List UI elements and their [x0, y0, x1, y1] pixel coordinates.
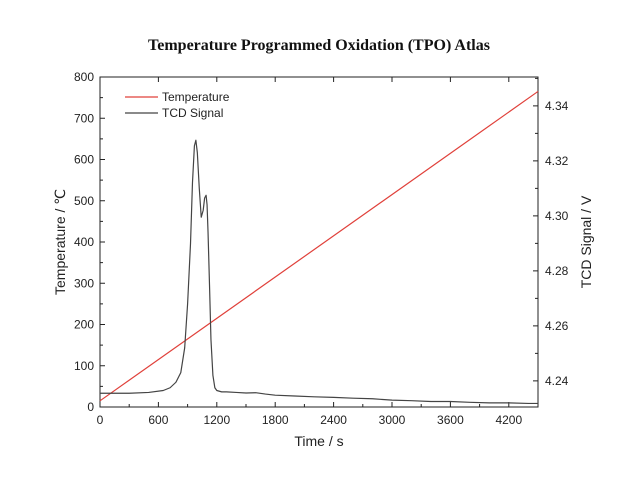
x-tick-label: 1800: [262, 413, 289, 427]
y-right-tick-label: 4.30: [545, 209, 569, 223]
series-line-temperature: [99, 90, 539, 402]
y-left-tick-label: 100: [74, 359, 94, 373]
y-right-axis-label: TCD Signal / V: [578, 195, 594, 288]
y-right-axis-ticks: 4.24 4.26 4.28 4.30 4.32 4.34: [533, 77, 569, 388]
y-right-tick-label: 4.34: [545, 99, 569, 113]
y-left-tick-label: 400: [74, 235, 94, 249]
series-layer: [99, 90, 539, 405]
y-left-axis-label: Temperature / ℃: [52, 189, 68, 295]
y-left-tick-label: 700: [74, 111, 94, 125]
x-axis-label: Time / s: [294, 433, 343, 449]
chart-title: Temperature Programmed Oxidation (TPO) A…: [148, 37, 490, 54]
x-tick-label: 2400: [320, 413, 347, 427]
y-left-tick-label: 800: [74, 70, 94, 84]
x-tick-label: 4200: [495, 413, 522, 427]
y-right-tick-label: 4.24: [545, 374, 569, 388]
y-right-tick-label: 4.26: [545, 319, 569, 333]
y-left-tick-label: 600: [74, 153, 94, 167]
x-tick-label: 600: [148, 413, 168, 427]
plot-frame: [99, 76, 539, 408]
plot-area: [99, 76, 539, 408]
x-tick-label: 0: [97, 413, 104, 427]
legend: Temperature TCD Signal: [125, 90, 230, 120]
y-left-tick-label: 500: [74, 194, 94, 208]
y-left-tick-label: 200: [74, 318, 94, 332]
y-left-tick-label: 0: [87, 400, 94, 414]
x-tick-label: 3000: [379, 413, 406, 427]
y-left-tick-label: 300: [74, 276, 94, 290]
legend-label-temperature: Temperature: [162, 90, 230, 104]
x-tick-label: 1200: [203, 413, 230, 427]
y-right-tick-label: 4.28: [545, 264, 569, 278]
y-right-tick-label: 4.32: [545, 154, 569, 168]
legend-label-tcd-signal: TCD Signal: [162, 106, 223, 120]
y-left-axis-ticks: 0 100 200 300 400 500 600 700 800: [74, 70, 105, 414]
x-tick-label: 3600: [437, 413, 464, 427]
series-line-tcd-signal: [100, 139, 538, 405]
x-axis-ticks: 0 600 1200 1800 2400 3000 3600 4200: [97, 77, 522, 427]
